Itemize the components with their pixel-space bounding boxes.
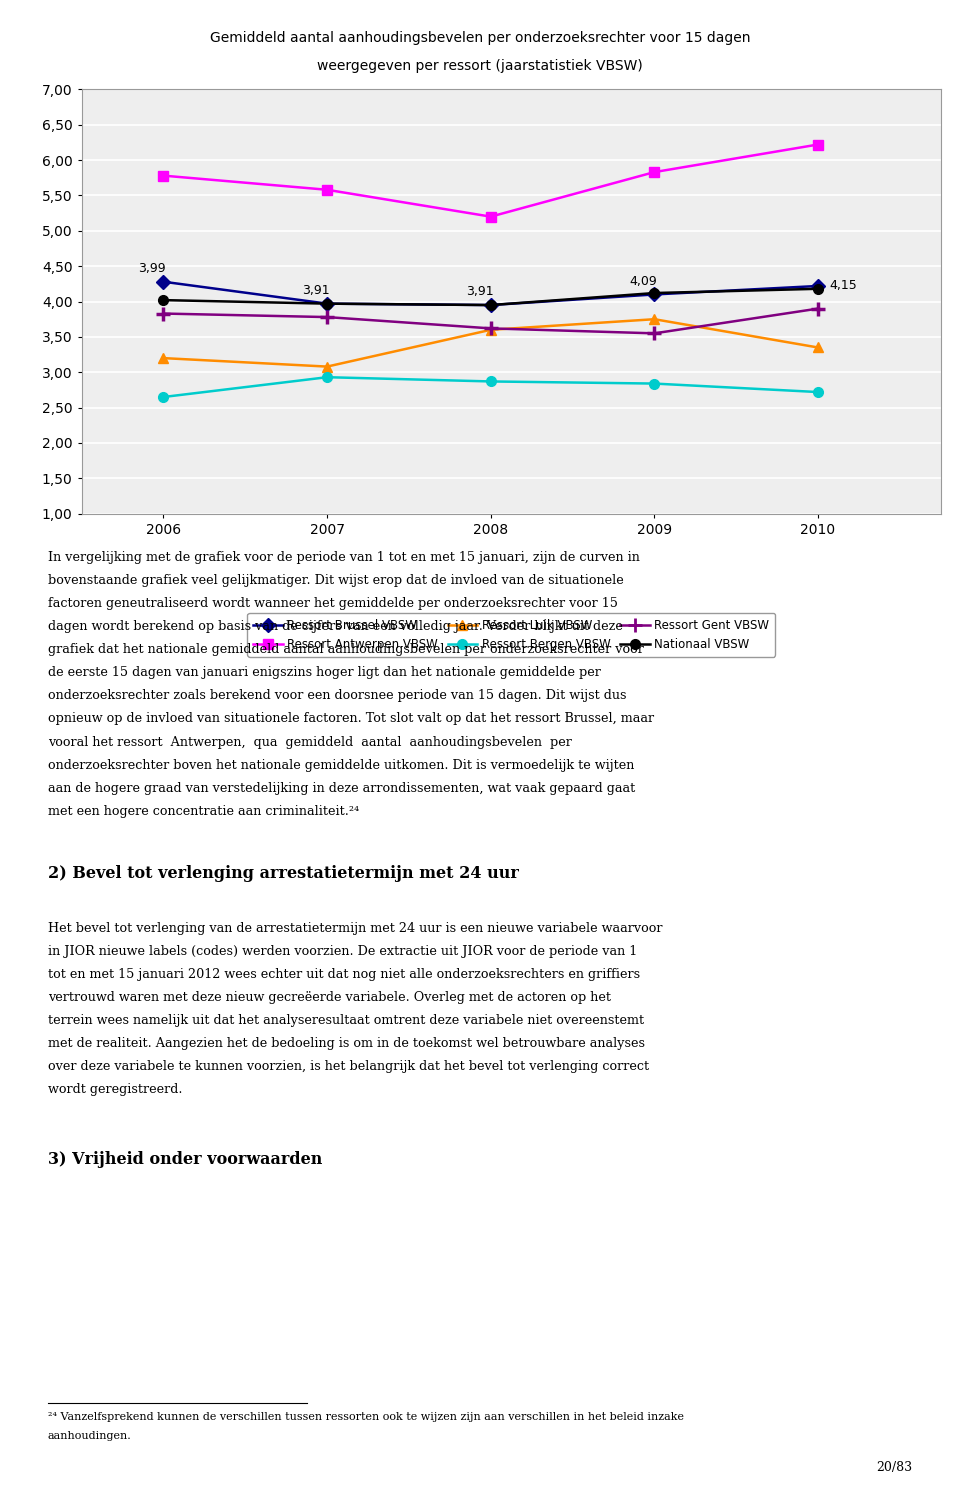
Text: 3,99: 3,99 bbox=[138, 262, 166, 275]
Line: Ressort Bergen VBSW: Ressort Bergen VBSW bbox=[158, 372, 823, 402]
Text: 2) Bevel tot verlenging arrestatietermijn met 24 uur: 2) Bevel tot verlenging arrestatietermij… bbox=[48, 865, 518, 881]
Legend: Ressort Brussel VBSW, Ressort Antwerpen VBSW, Ressort Luik VBSW, Ressort Bergen : Ressort Brussel VBSW, Ressort Antwerpen … bbox=[248, 613, 775, 657]
Text: aan de hogere graad van verstedelijking in deze arrondissementen, wat vaak gepaa: aan de hogere graad van verstedelijking … bbox=[48, 782, 636, 795]
Text: wordt geregistreerd.: wordt geregistreerd. bbox=[48, 1083, 182, 1096]
Text: vertrouwd waren met deze nieuw gecreëerde variabele. Overleg met de actoren op h: vertrouwd waren met deze nieuw gecreëerd… bbox=[48, 992, 611, 1004]
Text: 3) Vrijheid onder voorwaarden: 3) Vrijheid onder voorwaarden bbox=[48, 1151, 323, 1167]
Text: ²⁴ Vanzelfsprekend kunnen de verschillen tussen ressorten ook te wijzen zijn aan: ²⁴ Vanzelfsprekend kunnen de verschillen… bbox=[48, 1412, 684, 1422]
Line: Ressort Luik VBSW: Ressort Luik VBSW bbox=[158, 314, 823, 371]
Nationaal VBSW bbox=[157, 292, 169, 310]
Text: onderzoeksrechter boven het nationale gemiddelde uitkomen. Dit is vermoedelijk t: onderzoeksrechter boven het nationale ge… bbox=[48, 758, 635, 771]
Ressort Brussel VBSW bbox=[322, 295, 333, 313]
Ressort Bergen VBSW bbox=[322, 368, 333, 386]
Text: 4,09: 4,09 bbox=[630, 274, 658, 287]
Ressort Luik VBSW bbox=[322, 357, 333, 375]
Ressort Bergen VBSW bbox=[649, 375, 660, 393]
Text: met een hogere concentratie aan criminaliteit.²⁴: met een hogere concentratie aan criminal… bbox=[48, 804, 359, 817]
Ressort Bergen VBSW bbox=[812, 383, 824, 401]
Ressort Luik VBSW bbox=[157, 348, 169, 366]
Line: Nationaal VBSW: Nationaal VBSW bbox=[158, 284, 823, 310]
Ressort Bergen VBSW bbox=[157, 389, 169, 406]
Text: Gemiddeld aantal aanhoudingsbevelen per onderzoeksrechter voor 15 dagen: Gemiddeld aantal aanhoudingsbevelen per … bbox=[209, 31, 751, 45]
Ressort Luik VBSW bbox=[812, 338, 824, 356]
Text: grafiek dat het nationale gemiddeld aantal aanhoudingsbevelen per onderzoeksrech: grafiek dat het nationale gemiddeld aant… bbox=[48, 643, 644, 657]
Ressort Gent VBSW bbox=[485, 320, 496, 338]
Text: bovenstaande grafiek veel gelijkmatiger. Dit wijst erop dat de invloed van de si: bovenstaande grafiek veel gelijkmatiger.… bbox=[48, 573, 624, 587]
Text: 4,15: 4,15 bbox=[829, 280, 857, 292]
Text: In vergelijking met de grafiek voor de periode van 1 tot en met 15 januari, zijn: In vergelijking met de grafiek voor de p… bbox=[48, 551, 640, 564]
Ressort Brussel VBSW bbox=[649, 286, 660, 304]
Line: Ressort Brussel VBSW: Ressort Brussel VBSW bbox=[158, 277, 823, 310]
Nationaal VBSW bbox=[322, 295, 333, 313]
Ressort Antwerpen VBSW bbox=[157, 167, 169, 185]
Text: 3,91: 3,91 bbox=[302, 284, 329, 296]
Nationaal VBSW bbox=[485, 296, 496, 314]
Line: Ressort Gent VBSW: Ressort Gent VBSW bbox=[156, 302, 825, 341]
Ressort Brussel VBSW bbox=[157, 272, 169, 290]
Text: dagen wordt berekend op basis van de cijfers van een volledig jaar. Verder blijk: dagen wordt berekend op basis van de cij… bbox=[48, 619, 623, 633]
Text: 3,91: 3,91 bbox=[466, 284, 493, 298]
Ressort Gent VBSW bbox=[649, 325, 660, 342]
Ressort Gent VBSW bbox=[812, 299, 824, 317]
Ressort Luik VBSW bbox=[485, 320, 496, 338]
Ressort Gent VBSW bbox=[157, 305, 169, 323]
Text: tot en met 15 januari 2012 wees echter uit dat nog niet alle onderzoeksrechters : tot en met 15 januari 2012 wees echter u… bbox=[48, 968, 640, 981]
Text: onderzoeksrechter zoals berekend voor een doorsnee periode van 15 dagen. Dit wij: onderzoeksrechter zoals berekend voor ee… bbox=[48, 689, 627, 703]
Ressort Antwerpen VBSW bbox=[322, 180, 333, 198]
Ressort Gent VBSW bbox=[322, 308, 333, 326]
Ressort Antwerpen VBSW bbox=[649, 164, 660, 182]
Text: opnieuw op de invloed van situationele factoren. Tot slot valt op dat het ressor: opnieuw op de invloed van situationele f… bbox=[48, 713, 654, 725]
Ressort Brussel VBSW bbox=[485, 296, 496, 314]
Nationaal VBSW bbox=[812, 280, 824, 298]
Text: de eerste 15 dagen van januari enigszins hoger ligt dan het nationale gemiddelde: de eerste 15 dagen van januari enigszins… bbox=[48, 667, 601, 679]
Text: factoren geneutraliseerd wordt wanneer het gemiddelde per onderzoeksrechter voor: factoren geneutraliseerd wordt wanneer h… bbox=[48, 597, 618, 610]
Text: aanhoudingen.: aanhoudingen. bbox=[48, 1431, 132, 1441]
Ressort Antwerpen VBSW bbox=[485, 207, 496, 225]
Text: met de realiteit. Aangezien het de bedoeling is om in de toekomst wel betrouwbar: met de realiteit. Aangezien het de bedoe… bbox=[48, 1036, 645, 1050]
Text: terrein wees namelijk uit dat het analyseresultaat omtrent deze variabele niet o: terrein wees namelijk uit dat het analys… bbox=[48, 1014, 644, 1027]
Ressort Bergen VBSW bbox=[485, 372, 496, 390]
Text: Het bevel tot verlenging van de arrestatietermijn met 24 uur is een nieuwe varia: Het bevel tot verlenging van de arrestat… bbox=[48, 922, 662, 935]
Ressort Brussel VBSW bbox=[812, 277, 824, 295]
Text: vooral het ressort  Antwerpen,  qua  gemiddeld  aantal  aanhoudingsbevelen  per: vooral het ressort Antwerpen, qua gemidd… bbox=[48, 736, 572, 749]
Line: Ressort Antwerpen VBSW: Ressort Antwerpen VBSW bbox=[158, 140, 823, 222]
Ressort Luik VBSW bbox=[649, 310, 660, 328]
Ressort Antwerpen VBSW bbox=[812, 135, 824, 153]
Text: weergegeven per ressort (jaarstatistiek VBSW): weergegeven per ressort (jaarstatistiek … bbox=[317, 60, 643, 73]
Text: 20/83: 20/83 bbox=[876, 1461, 912, 1474]
Nationaal VBSW bbox=[649, 284, 660, 302]
Text: over deze variabele te kunnen voorzien, is het belangrijk dat het bevel tot verl: over deze variabele te kunnen voorzien, … bbox=[48, 1060, 649, 1074]
Text: in JIOR nieuwe labels (codes) werden voorzien. De extractie uit JIOR voor de per: in JIOR nieuwe labels (codes) werden voo… bbox=[48, 944, 637, 957]
